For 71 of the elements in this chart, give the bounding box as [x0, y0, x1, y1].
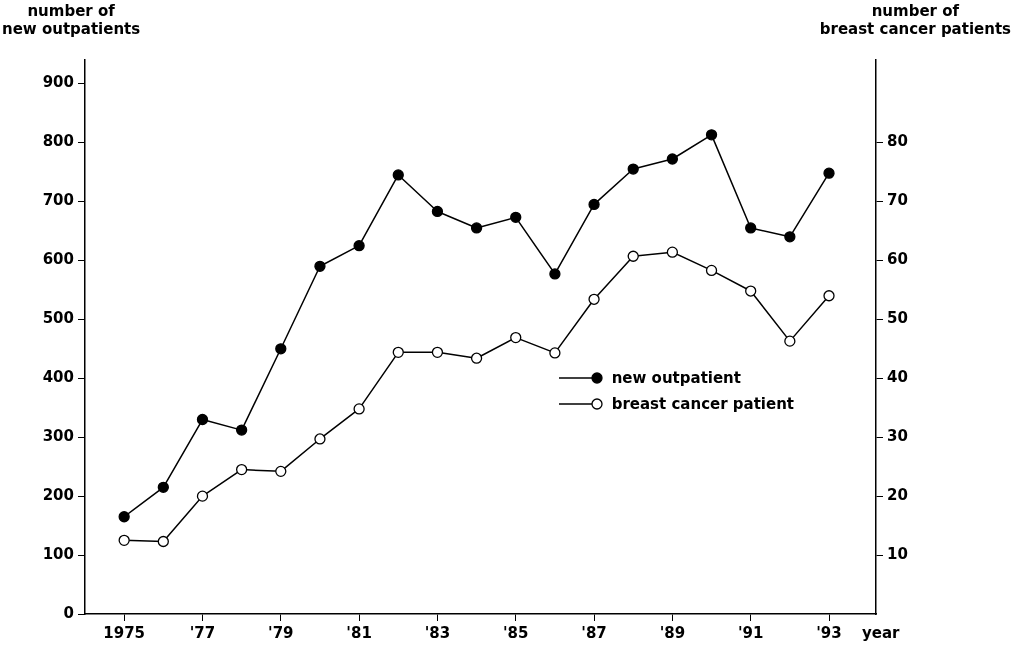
y2-tick-label: 70 [887, 191, 908, 210]
legend-label: breast cancer patient [611, 394, 795, 413]
point [392, 346, 404, 358]
x-tick-label: '91 [737, 623, 764, 642]
y2-tick-label: 40 [887, 368, 908, 387]
y-tick-label: 500 [42, 309, 74, 328]
y2-tick-label: 80 [887, 132, 908, 151]
point [549, 268, 561, 280]
y-tick-label: 600 [42, 250, 74, 269]
point [470, 222, 483, 234]
x-tick-label: '77 [189, 623, 216, 642]
y-tick-label: 0 [63, 603, 74, 622]
point [431, 346, 444, 358]
point [118, 534, 130, 546]
x-tick-label: '81 [346, 623, 372, 642]
point [196, 413, 209, 426]
point [196, 490, 209, 502]
point [784, 231, 796, 243]
point [353, 403, 365, 415]
y-tick-label: 200 [42, 486, 74, 505]
y2-tick-label: 50 [887, 309, 908, 328]
point [510, 211, 522, 224]
point [666, 246, 679, 258]
point [431, 205, 444, 218]
y-tick-label: 300 [42, 427, 74, 446]
y2-tick-label: 60 [887, 250, 908, 269]
x-tick-label: 1975 [103, 623, 146, 642]
point [118, 511, 130, 523]
x-tick-label: '89 [659, 623, 686, 642]
point [705, 129, 718, 141]
point [823, 290, 835, 302]
point [353, 240, 365, 252]
point [666, 153, 679, 165]
point [275, 465, 287, 478]
point [745, 222, 757, 234]
point [314, 433, 326, 445]
point [588, 198, 600, 211]
point [627, 250, 639, 262]
x-tick-label: '83 [424, 623, 451, 642]
y-tick-label: 400 [42, 368, 74, 387]
point [588, 293, 600, 305]
point [745, 285, 757, 297]
y2-tick-label: 10 [887, 544, 908, 563]
legend-label: new outpatient [611, 368, 741, 387]
point [784, 335, 796, 347]
x-tick-label: '79 [268, 623, 294, 642]
x-tick-label: '93 [816, 623, 842, 642]
point [157, 535, 169, 548]
y2-tick-label: 20 [887, 486, 908, 505]
point [235, 463, 248, 476]
x-tick-label: '87 [581, 623, 607, 642]
point [823, 167, 835, 179]
y-axis-title: number of new outpatients [2, 2, 141, 38]
y-tick-label: 900 [42, 73, 74, 92]
point [275, 343, 287, 355]
x-axis-title: year [862, 624, 900, 642]
point [705, 264, 718, 277]
y-tick-label: 800 [42, 132, 74, 151]
point [314, 260, 326, 272]
y2-tick-label: 30 [887, 427, 908, 446]
point [157, 481, 169, 493]
point [549, 347, 561, 359]
point [235, 424, 248, 436]
point [627, 163, 639, 175]
point [470, 352, 483, 364]
y-tick-label: 700 [42, 191, 74, 210]
point [392, 169, 404, 181]
point [510, 331, 522, 344]
y-tick-label: 100 [42, 544, 74, 563]
x-tick-label: '85 [503, 623, 529, 642]
y2-axis-title: number of breast cancer patients [819, 2, 1011, 38]
